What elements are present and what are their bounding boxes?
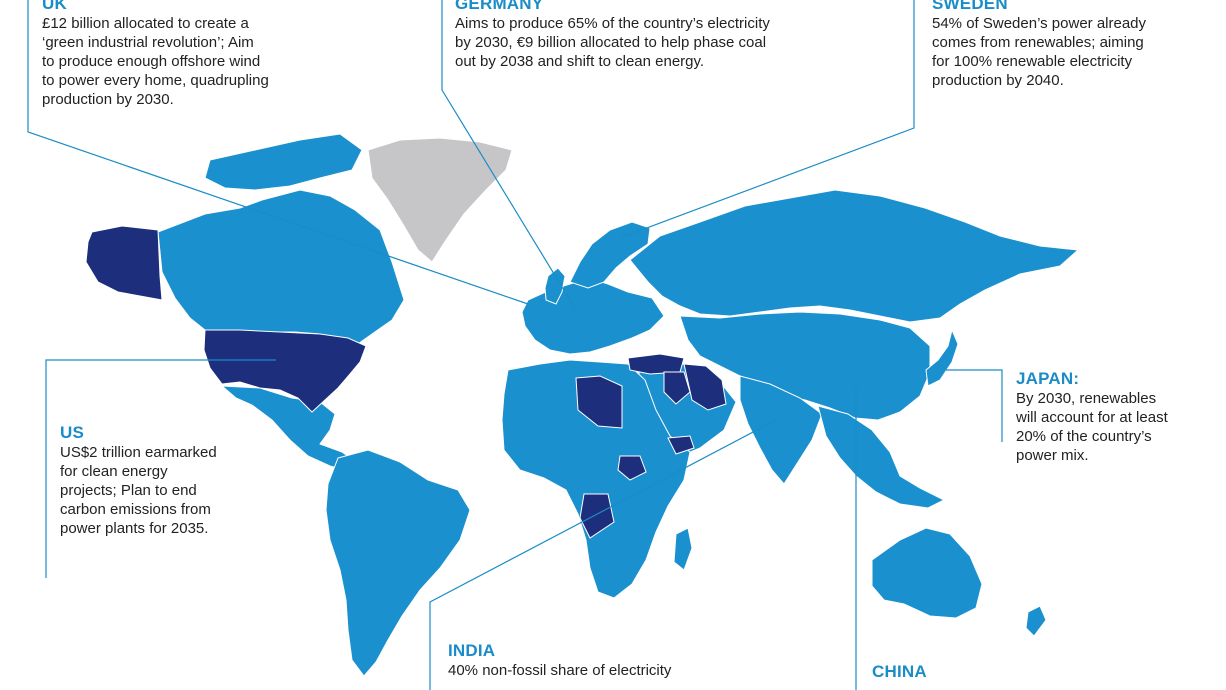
region-alaska xyxy=(85,225,163,301)
callout-india: INDIA 40% non-fossil share of electricit… xyxy=(448,641,808,680)
callout-china: CHINA xyxy=(872,662,1072,682)
region-south-america xyxy=(325,449,471,677)
region-turkey xyxy=(627,353,685,375)
region-yemen xyxy=(667,435,695,455)
callout-japan: JAPAN: By 2030, renewables will account … xyxy=(1016,369,1216,465)
callout-china-title: CHINA xyxy=(872,662,927,681)
region-iran xyxy=(683,363,727,411)
us-leader-line xyxy=(45,359,276,578)
region-japan xyxy=(925,328,959,387)
japan-leader-line xyxy=(946,369,1003,442)
land-regions xyxy=(157,133,1080,677)
callout-us-body: US$2 trillion earmarked for clean energy… xyxy=(60,444,217,537)
region-angola xyxy=(579,493,615,539)
india-leader-line xyxy=(429,419,777,690)
callout-india-body: 40% non-fossil share of electricity xyxy=(448,662,672,679)
callout-germany-title: GERMANY xyxy=(455,0,544,13)
sweden-leader-line xyxy=(619,0,915,239)
callout-uk-body: £12 billion allocated to create a ‘green… xyxy=(42,15,269,108)
callout-uk: UK £12 billion allocated to create a ‘gr… xyxy=(42,0,342,109)
callout-sweden-title: SWEDEN xyxy=(932,0,1008,13)
region-canada xyxy=(157,189,405,347)
callout-uk-title: UK xyxy=(42,0,67,13)
region-scandinavia xyxy=(569,221,651,289)
callout-us-title: US xyxy=(60,423,85,442)
region-russia xyxy=(629,189,1080,323)
callout-germany-body: Aims to produce 65% of the country’s ele… xyxy=(455,15,770,70)
region-libya xyxy=(575,375,623,429)
highlighted-regions xyxy=(85,225,727,539)
callout-germany: GERMANY Aims to produce 65% of the count… xyxy=(455,0,875,71)
region-central-asia xyxy=(679,311,931,421)
region-iraq xyxy=(663,371,691,405)
region-madagascar xyxy=(673,527,693,571)
callout-us: US US$2 trillion earmarked for clean ene… xyxy=(60,423,280,538)
region-australia xyxy=(871,527,983,619)
uk-leader-line xyxy=(27,0,529,305)
region-arctic-islands xyxy=(204,133,363,191)
region-uk-ireland xyxy=(544,267,566,305)
callout-sweden: SWEDEN 54% of Sweden’s power already com… xyxy=(932,0,1212,90)
region-new-zealand xyxy=(1025,605,1047,637)
region-greenland xyxy=(367,137,513,263)
germany-leader-line xyxy=(441,0,577,311)
region-southeast-asia xyxy=(817,405,946,509)
region-usa xyxy=(203,329,367,413)
region-south-asia xyxy=(739,375,823,485)
leader-lines xyxy=(27,0,1003,690)
callout-japan-title: JAPAN: xyxy=(1016,369,1080,388)
region-europe xyxy=(521,277,665,355)
callout-india-title: INDIA xyxy=(448,641,496,660)
callout-japan-body: By 2030, renewables will account for at … xyxy=(1016,390,1168,464)
region-south-sudan xyxy=(617,455,647,481)
callout-sweden-body: 54% of Sweden’s power already comes from… xyxy=(932,15,1147,89)
